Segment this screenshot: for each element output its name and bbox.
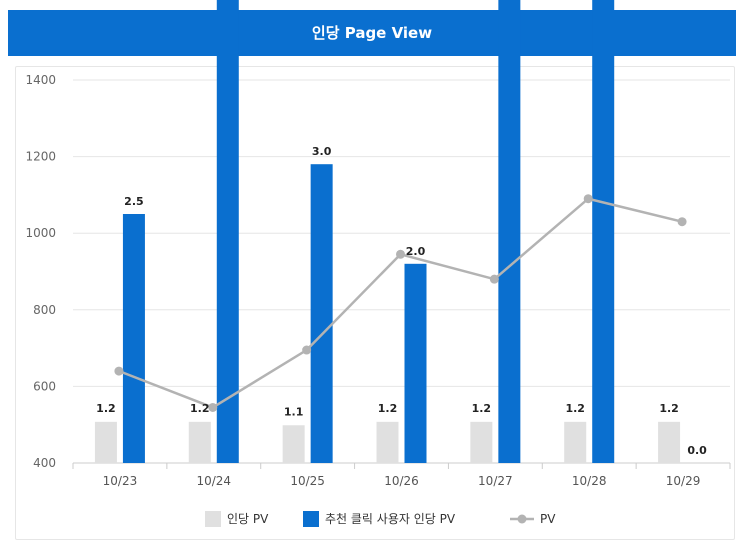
pv-line-point	[489, 274, 499, 284]
legend-marker-pv	[517, 514, 527, 524]
pv-line-point	[396, 249, 405, 259]
data-label-per-user-pv: 1.2	[659, 402, 679, 415]
data-label-recommend-click-pv: 2.5	[124, 195, 144, 208]
bar-recommend-click-pv	[122, 214, 145, 463]
bar-per-user-pv	[658, 421, 681, 463]
pv-line-point	[677, 217, 687, 227]
pv-line-point	[114, 366, 124, 376]
data-label-per-user-pv: 1.2	[472, 402, 492, 415]
bar-per-user-pv	[470, 421, 493, 463]
pv-line-point	[208, 402, 218, 412]
y-tick-label: 600	[33, 379, 56, 393]
legend-label-recommend-click-pv: 추천 클릭 사용자 인당 PV	[325, 511, 456, 526]
bar-per-user-pv	[282, 425, 305, 463]
chart-title: 인당 Page View	[311, 24, 433, 42]
bar-recommend-click-pv	[404, 263, 427, 463]
bar-recommend-click-pv	[498, 0, 521, 463]
legend[interactable]: 인당 PV 추천 클릭 사용자 인당 PV PV	[205, 511, 556, 527]
grid-lines	[73, 79, 730, 387]
chart-header: 인당 Page View	[8, 10, 736, 56]
bar-recommend-click-pv	[310, 164, 333, 463]
bar-per-user-pv	[376, 421, 399, 463]
data-labels: 1.22.51.25.01.13.01.22.01.24.71.25.51.20…	[96, 145, 707, 457]
x-tick-label: 10/27	[478, 474, 513, 488]
legend-label-pv: PV	[540, 512, 556, 526]
bar-per-user-pv	[564, 421, 587, 463]
x-tick-label: 10/26	[384, 474, 419, 488]
pv-line-point	[302, 345, 312, 355]
bar-recommend-click-pv	[592, 0, 615, 463]
data-label-recommend-click-pv: 2.0	[406, 245, 426, 258]
bar-recommend-click-pv	[216, 0, 239, 463]
data-label-recommend-click-pv: 0.0	[687, 444, 707, 457]
pv-line-point	[583, 194, 593, 204]
data-label-per-user-pv: 1.2	[96, 402, 116, 415]
y-tick-label: 1000	[25, 226, 56, 240]
x-tick-label: 10/25	[290, 474, 325, 488]
data-label-recommend-click-pv: 3.0	[312, 145, 332, 158]
x-tick-label: 10/24	[196, 474, 231, 488]
y-tick-label: 1200	[25, 150, 56, 164]
legend-label-per-user-pv: 인당 PV	[227, 512, 269, 526]
data-label-per-user-pv: 1.2	[190, 402, 210, 415]
y-tick-label: 800	[33, 303, 56, 317]
legend-swatch-recommend-click-pv	[303, 511, 319, 527]
x-tick-label: 10/28	[572, 474, 607, 488]
bars	[94, 0, 681, 463]
x-tick-label: 10/23	[103, 474, 138, 488]
pv-line	[114, 194, 687, 412]
legend-swatch-per-user-pv	[205, 511, 221, 527]
y-tick-label: 1400	[25, 73, 56, 87]
data-label-per-user-pv: 1.1	[284, 405, 304, 418]
y-axis-ticks: 400 600 800 1000 1200 1400	[25, 73, 56, 470]
data-label-per-user-pv: 1.2	[565, 402, 585, 415]
x-tick-label: 10/29	[666, 474, 701, 488]
data-label-per-user-pv: 1.2	[378, 402, 398, 415]
x-axis: 10/23 10/24 10/25 10/26 10/27 10/28 10/29	[72, 462, 731, 488]
y-tick-label: 400	[33, 456, 56, 470]
bar-per-user-pv	[94, 421, 117, 463]
bar-per-user-pv	[188, 421, 211, 463]
